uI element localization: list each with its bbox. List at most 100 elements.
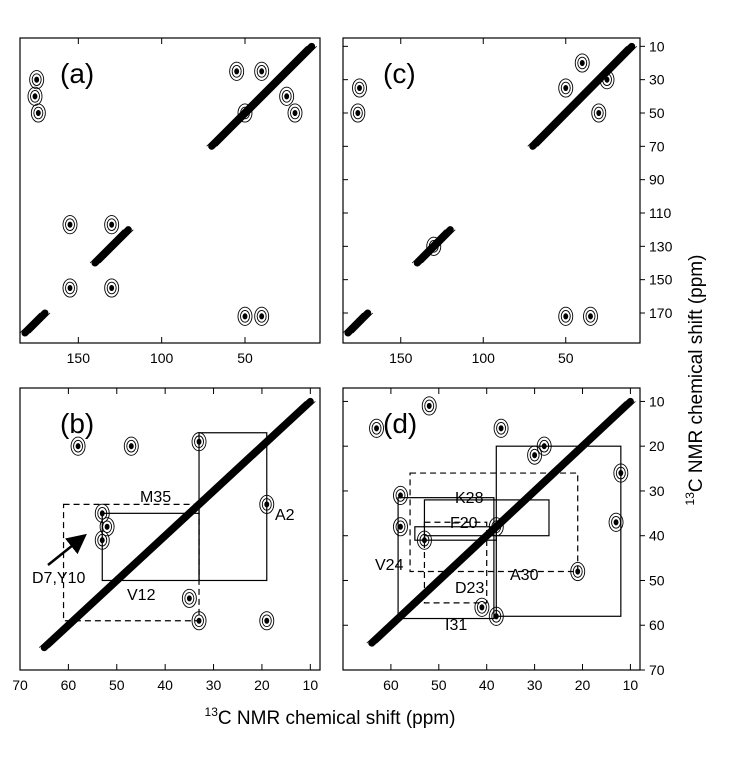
diagonal-ridge [91,226,132,267]
cross-peak [261,614,272,628]
cross-peak [479,604,485,611]
cross-peak [398,523,403,530]
cross-peak [563,84,569,92]
y-tick-label: 10 [649,393,665,409]
cross-peak [355,109,361,117]
cross-peak [181,588,197,608]
assignment-box [62,503,200,622]
cross-peak [104,523,110,530]
cross-peak [374,425,379,432]
cross-peak [593,106,604,120]
cross-peak [588,313,593,320]
cross-peak [109,284,115,292]
cross-peak [532,452,538,459]
diagonal-contour [352,312,374,334]
cross-peak [577,56,588,70]
cross-peak [279,86,295,106]
cross-peak [563,313,569,320]
cross-peak [476,601,487,614]
cross-peak [229,61,245,81]
cross-peak [256,310,267,323]
cross-peak [31,73,42,86]
cross-peak [292,109,298,117]
cross-peak [99,517,115,537]
diagonal-contour [537,46,638,147]
x-tick-label: 10 [623,677,639,693]
cross-peak [560,81,571,95]
y-tick-label: 70 [649,138,665,154]
cross-peak [421,396,437,416]
y-tick-label: 20 [649,438,665,454]
panel-title: (d) [383,408,417,439]
cross-peak [237,103,253,123]
cross-peak [574,53,590,73]
cross-peak [560,310,571,323]
cross-peak [254,61,270,81]
cross-peak [287,103,303,123]
cross-peak [602,73,612,86]
panel-frame [19,387,321,671]
cross-peak [70,436,86,456]
cross-peak [350,103,366,123]
cross-peak [234,68,240,75]
assignment-label: A2 [275,507,295,524]
y-label-sup: 13 [683,492,697,506]
cross-peak [259,68,265,75]
cross-peak [109,221,115,228]
x-tick-label: 20 [254,677,270,693]
cross-peak [428,240,439,253]
diagonal-ridge [40,397,314,652]
x-tick-label: 20 [575,677,591,693]
cross-peak [186,595,192,602]
cross-peak [106,281,117,295]
x-tick-label: 50 [237,350,253,366]
x-tick-label: 50 [109,677,125,693]
cross-peak [579,59,585,67]
cross-peak [558,306,574,326]
cross-peak [62,278,78,298]
cross-peak [106,218,117,231]
diagonal-ridge [21,309,49,337]
y-tick-label: 110 [649,205,672,221]
x-tick-label: 100 [472,350,496,366]
cross-peak [591,103,607,123]
cross-peak [126,439,137,453]
cross-peak [65,281,75,295]
x-tick-label: 60 [61,677,77,693]
cross-peak [474,597,490,617]
assignment-box [198,432,268,582]
cross-peak [496,421,507,435]
x-tick-label: 50 [558,350,574,366]
diagonal-contour [216,46,317,147]
cross-peak [67,284,73,292]
cross-peak [33,106,44,120]
assignment-label: V12 [127,587,156,604]
y-tick-label: 30 [649,72,665,88]
diagonal-contour [411,229,446,264]
y-tick-label: 50 [649,105,665,121]
assignment-box [423,521,488,604]
x-tick-label: 50 [431,677,447,693]
y-tick-label: 170 [649,305,673,321]
assignment-box [495,445,622,617]
panel-frame [342,387,641,671]
cross-peak [583,306,598,326]
cross-peak [240,310,250,323]
x-tick-label: 100 [150,350,174,366]
panel-frame [19,37,321,344]
assignment-label: M35 [140,489,171,506]
cross-peak [393,517,408,537]
assignment-box [397,497,495,620]
cross-peak [604,76,610,83]
x-tick-label: 70 [12,677,28,693]
cross-peak [354,81,365,95]
cross-peak [395,489,406,502]
cross-peak [585,310,596,323]
cross-peak [256,65,267,78]
assignment-label: I31 [445,617,467,634]
cross-peak [73,439,84,453]
diagonal-contour [29,312,51,334]
assignment-label: F20 [450,515,478,532]
diagonal-contour [48,401,316,648]
y-tick-label: 50 [649,572,665,588]
